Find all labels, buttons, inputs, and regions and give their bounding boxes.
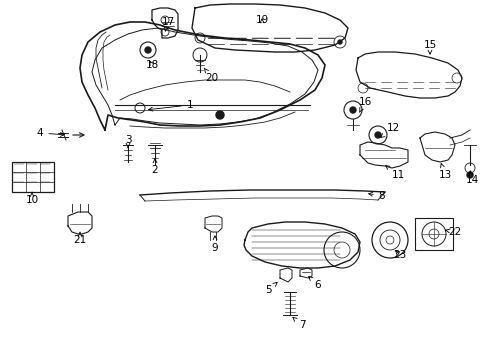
Text: 6: 6 xyxy=(308,276,321,290)
Text: 12: 12 xyxy=(380,123,399,138)
Text: 13: 13 xyxy=(437,163,451,180)
Text: 17: 17 xyxy=(161,17,174,31)
Circle shape xyxy=(466,172,472,178)
Text: 4: 4 xyxy=(37,128,64,138)
Circle shape xyxy=(337,40,341,44)
Text: 3: 3 xyxy=(124,135,131,148)
Text: 23: 23 xyxy=(392,250,406,260)
Text: 18: 18 xyxy=(145,60,158,70)
Circle shape xyxy=(374,132,380,138)
Circle shape xyxy=(349,107,355,113)
Text: 5: 5 xyxy=(264,282,277,295)
Text: 20: 20 xyxy=(203,68,218,83)
Text: 11: 11 xyxy=(385,166,404,180)
Text: 7: 7 xyxy=(292,318,305,330)
Text: 15: 15 xyxy=(423,40,436,54)
Text: 19: 19 xyxy=(255,15,268,25)
Text: 22: 22 xyxy=(445,227,461,237)
Bar xyxy=(414,218,452,250)
Text: 16: 16 xyxy=(358,97,371,112)
Text: 2: 2 xyxy=(151,159,158,175)
Text: 21: 21 xyxy=(73,232,86,245)
Text: 8: 8 xyxy=(368,191,385,201)
Circle shape xyxy=(145,47,151,53)
Bar xyxy=(12,162,54,192)
Text: 14: 14 xyxy=(465,171,478,185)
Circle shape xyxy=(216,111,224,119)
Text: 10: 10 xyxy=(25,192,39,205)
Text: 9: 9 xyxy=(211,236,218,253)
Text: 1: 1 xyxy=(148,100,193,111)
